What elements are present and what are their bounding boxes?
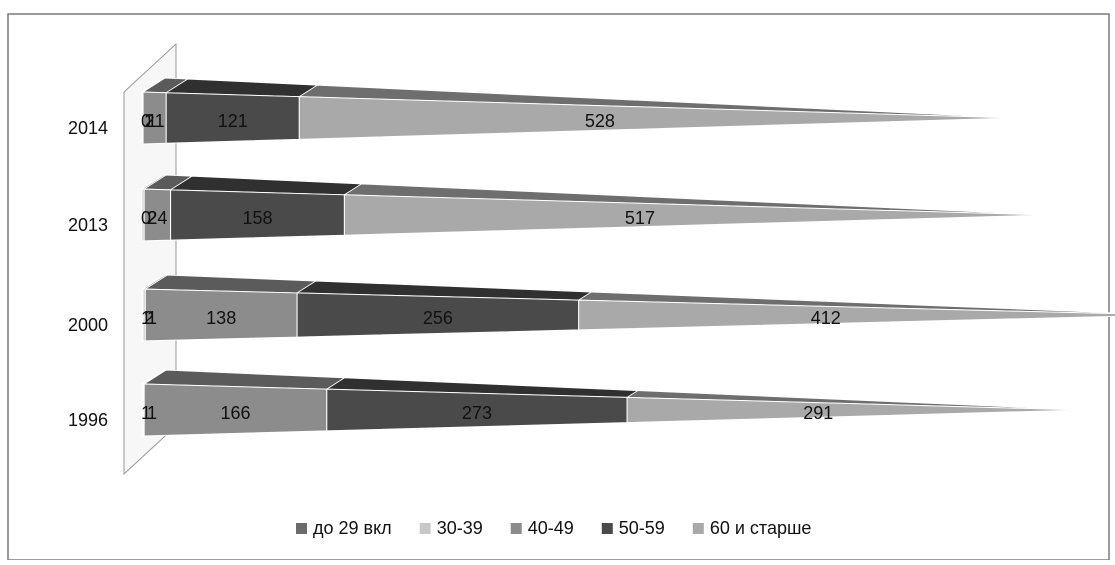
bar-2000-50-59: [295, 280, 593, 338]
bar-2000-40-49: [143, 274, 318, 342]
category-label-1996: 1996: [68, 410, 108, 430]
value-label-2000-0: 1: [141, 308, 151, 328]
value-label-2014-3: 121: [218, 111, 248, 131]
legend-item-3: 50-59: [601, 518, 665, 538]
category-label-2000: 2000: [68, 315, 108, 335]
legend-item-0: до 29 вкл: [296, 518, 392, 538]
value-label-2013-0: 0: [141, 208, 151, 228]
bar-2014-60 и старше: [297, 84, 1016, 140]
legend-item-1: 30-39: [419, 518, 483, 538]
value-label-2013-1: 2: [147, 208, 157, 228]
legend-label-1: 30-39: [437, 518, 483, 538]
value-label-2014-2: 21: [145, 111, 165, 131]
legend-label-3: 50-59: [619, 518, 665, 538]
bar-2013-60 и старше: [343, 183, 1049, 236]
bar-1996-60 и старше: [625, 390, 1083, 424]
value-label-2000-4: 256: [423, 308, 453, 328]
value-label-1996-2: 166: [220, 403, 250, 423]
value-label-2014-1: 1: [147, 111, 157, 131]
value-label-1996-4: 291: [803, 403, 833, 423]
legend-item-2: 40-49: [510, 518, 574, 538]
value-label-2014-0: 0: [141, 111, 151, 131]
legend-label-0: до 29 вкл: [313, 518, 392, 538]
legend-label-4: 60 и старше: [710, 518, 812, 538]
value-label-2013-4: 517: [625, 208, 655, 228]
bar-2013-50-59: [169, 175, 363, 241]
value-label-2000-5: 412: [811, 308, 841, 328]
category-label-2014: 2014: [68, 118, 108, 138]
value-label-2014-4: 528: [585, 111, 615, 131]
bar-1996-40-49: [142, 369, 346, 437]
value-label-2013-3: 158: [242, 208, 272, 228]
category-label-2013: 2013: [68, 215, 108, 235]
value-label-2000-1: 2: [144, 308, 154, 328]
value-label-2013-2: 24: [147, 208, 167, 228]
value-label-2000-2: 1: [147, 308, 157, 328]
value-label-1996-1: 1: [147, 403, 157, 423]
value-label-2000-3: 138: [206, 308, 236, 328]
bar-1996-50-59: [325, 377, 640, 432]
legend-label-2: 40-49: [528, 518, 574, 538]
bar-2000-60 и старше: [577, 291, 1115, 331]
legend-item-4: 60 и старше: [692, 518, 812, 538]
value-label-1996-3: 273: [462, 403, 492, 423]
value-label-1996-0: 1: [141, 403, 151, 423]
